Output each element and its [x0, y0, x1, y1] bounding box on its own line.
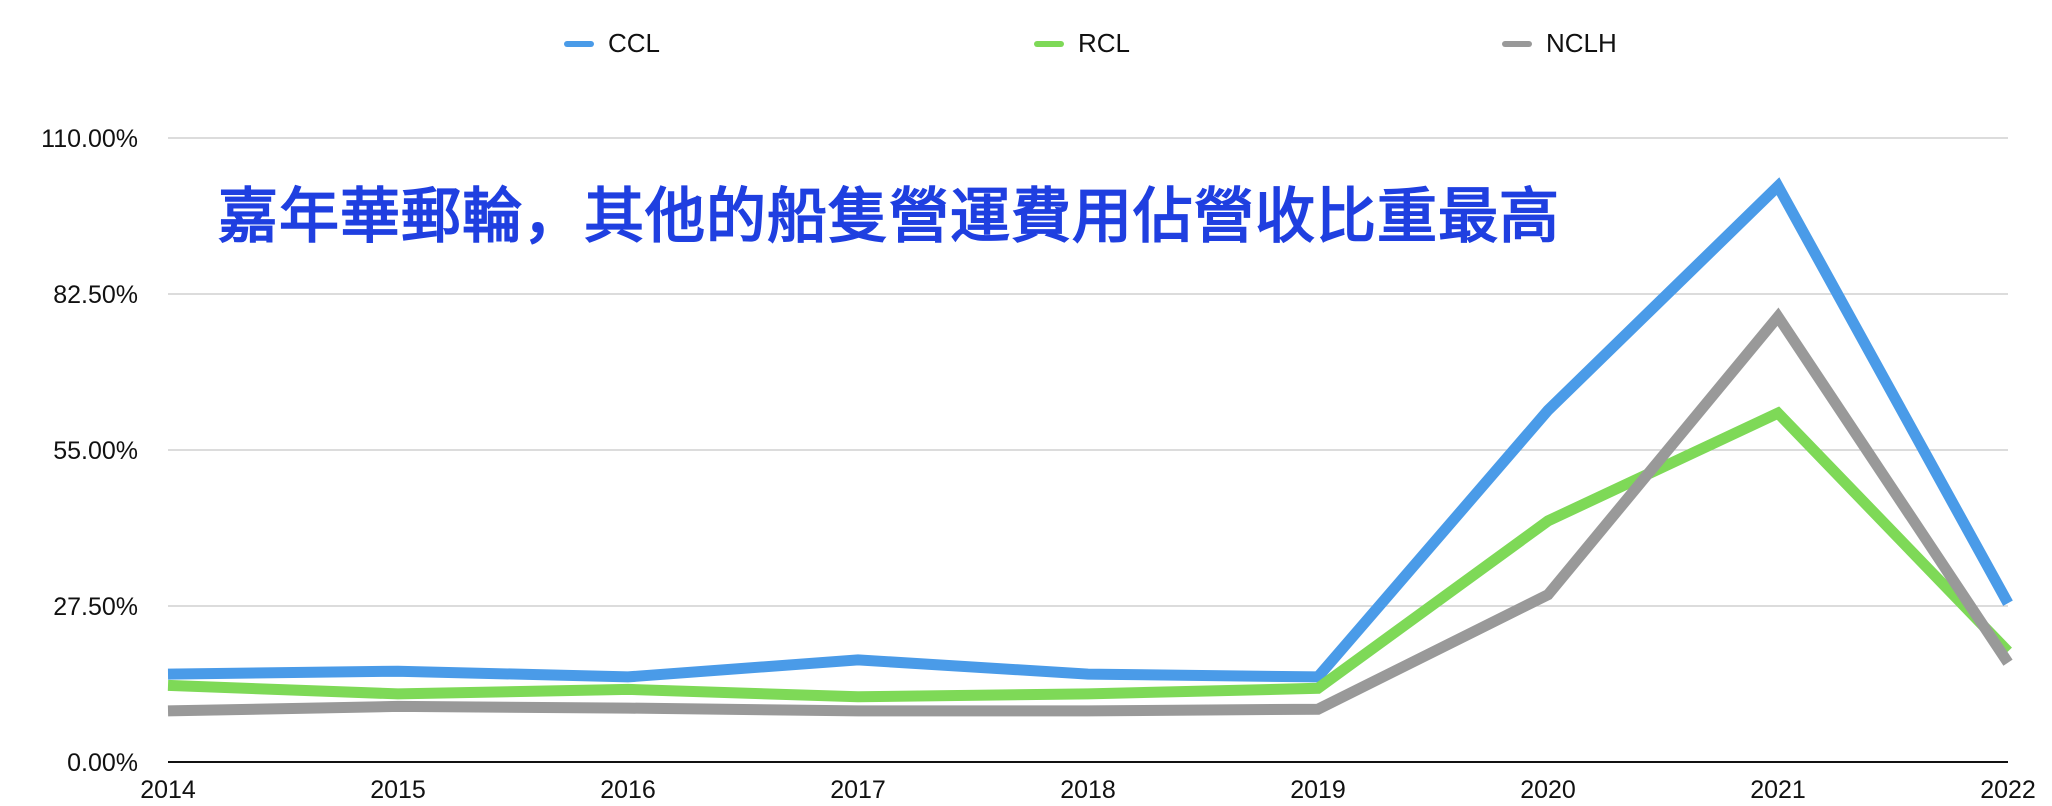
y-tick-label: 82.50%: [53, 281, 138, 309]
x-tick-label: 2019: [1290, 776, 1346, 804]
legend-label-nclh: NCLH: [1546, 28, 1617, 58]
x-tick-label: 2021: [1750, 776, 1806, 804]
x-tick-label: 2018: [1060, 776, 1116, 804]
legend-label-rcl: RCL: [1078, 28, 1131, 58]
legend-swatch-ccl: [564, 40, 594, 47]
x-tick-label: 2022: [1980, 776, 2036, 804]
series-line-nclh: [167, 307, 2013, 717]
y-tick-label: 110.00%: [41, 125, 138, 153]
x-tick-label: 2020: [1520, 776, 1576, 804]
y-tick-label: 0.00%: [67, 749, 138, 777]
legend-swatch-nclh: [1502, 40, 1532, 47]
legend-item-nclh: NCLH: [1502, 28, 1617, 59]
y-tick-label: 27.50%: [53, 593, 138, 621]
series-line-ccl: [167, 177, 2013, 683]
legend-swatch-rcl: [1034, 40, 1064, 47]
legend-label-ccl: CCL: [608, 28, 661, 58]
x-tick-label: 2015: [370, 776, 426, 804]
series-line-rcl: [167, 406, 2012, 703]
legend: CCL RCL NCLH: [0, 28, 2052, 68]
x-tick-label: 2016: [600, 776, 656, 804]
x-tick-label: 2014: [140, 776, 196, 804]
x-tick-label: 2017: [830, 776, 886, 804]
legend-item-ccl: CCL: [564, 28, 660, 59]
chart-title: 嘉年華郵輪，其他的船隻營運費用佔營收比重最高: [218, 182, 1560, 252]
legend-item-rcl: RCL: [1034, 28, 1130, 59]
y-tick-label: 55.00%: [53, 437, 138, 465]
